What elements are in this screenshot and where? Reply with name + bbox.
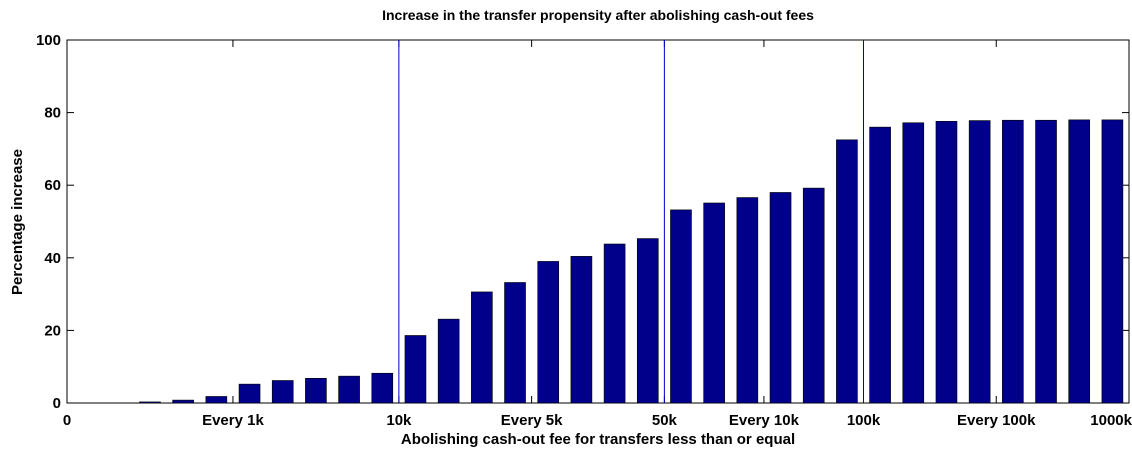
y-axis: 0 20 40 60 80 100 [36, 32, 1129, 412]
bar [736, 197, 759, 404]
x-tick-label: 100k [847, 412, 881, 429]
x-tick-label: Every 100k [957, 412, 1036, 429]
y-axis-label: Percentage increase [9, 149, 26, 295]
y-tick-label: 20 [44, 322, 61, 339]
y-tick-label: 40 [44, 250, 61, 267]
bar [703, 202, 725, 404]
x-tick-label: 10k [386, 412, 412, 429]
bar [1068, 119, 1091, 404]
y-tick-label: 60 [44, 177, 61, 194]
bar [338, 375, 360, 404]
section-separators [398, 40, 864, 403]
bar [172, 399, 194, 404]
bar [471, 291, 493, 404]
y-tick-label: 100 [36, 32, 61, 49]
chart-title: Increase in the transfer propensity afte… [382, 7, 814, 23]
x-tick-label: Every 5k [501, 412, 563, 429]
bars-group [139, 119, 1124, 404]
bar [968, 120, 991, 404]
x-tick-label: 1000k [1090, 412, 1132, 429]
bar [1035, 119, 1057, 404]
bar [205, 396, 228, 404]
bar [636, 238, 659, 404]
bar [902, 122, 925, 404]
bar [1101, 119, 1124, 404]
y-tick-label: 0 [53, 395, 61, 412]
bar [371, 372, 394, 404]
bar [836, 139, 858, 404]
bar [305, 378, 327, 404]
bar [437, 318, 460, 404]
x-tick-label: Every 1k [202, 412, 264, 429]
bar [139, 401, 161, 404]
x-tick-label: Every 10k [729, 412, 800, 429]
bar [404, 335, 427, 404]
y-tick-label: 80 [44, 105, 61, 122]
bar [935, 121, 958, 404]
x-tick-label: 50k [652, 412, 678, 429]
bar [802, 187, 825, 404]
bar [570, 256, 593, 404]
bar [537, 261, 560, 404]
bar [670, 209, 692, 404]
bar [869, 126, 891, 404]
x-tick-label: 0 [63, 412, 71, 429]
x-axis: 0 Every 1k 10k Every 5k 50k Every 10k 100k Ever… [63, 40, 1132, 429]
bar [504, 282, 526, 404]
bar [769, 192, 792, 404]
bar [1002, 119, 1024, 404]
bar [603, 243, 626, 404]
plot-frame [66, 39, 1130, 404]
bar [238, 383, 261, 404]
bar [271, 380, 294, 404]
x-axis-label: Abolishing cash-out fee for transfers le… [401, 431, 795, 448]
